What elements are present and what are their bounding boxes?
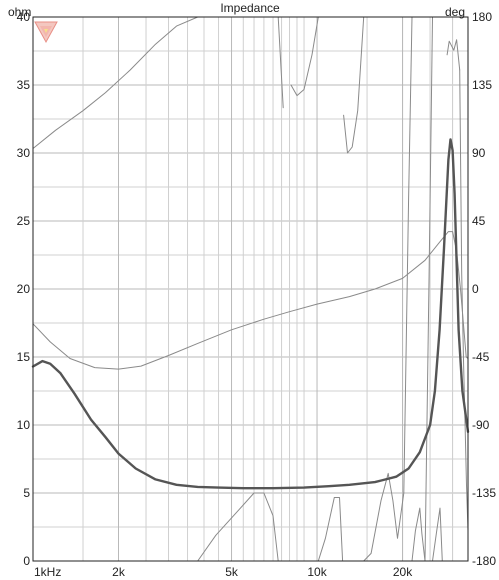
- y-right-tick-label: -45: [472, 350, 490, 364]
- magnitude-line: [31, 138, 470, 490]
- y-right-tick-label: -180: [472, 554, 496, 568]
- y-left-tick-label: 25: [17, 214, 31, 228]
- y-right-tick-label: 0: [472, 282, 479, 296]
- y-left-tick-label: 0: [23, 554, 30, 568]
- phase-wrapped-segment: [459, 69, 469, 532]
- phase-wrapped-segment: [290, 16, 319, 97]
- y-left-tick-label: 5: [23, 486, 30, 500]
- x-tick-label: 1kHz: [34, 565, 61, 579]
- phase-wrapped-segment: [446, 39, 461, 71]
- y-left-tick-label: 35: [17, 78, 31, 92]
- chart-title: Impedance: [220, 1, 280, 15]
- phase-wrapped-segment: [197, 492, 279, 562]
- phase-wrapped-segment: [363, 472, 405, 562]
- phase-wrapped-segment: [343, 16, 365, 154]
- left-axis-unit: ohm: [8, 5, 31, 19]
- x-tick-label: 2k: [112, 565, 126, 579]
- phase-wrapped-segment: [277, 16, 284, 109]
- right-axis-unit: deg: [445, 5, 465, 19]
- series: [31, 16, 470, 562]
- y-left-tick-label: 40: [17, 10, 31, 24]
- x-tick-label: 10k: [307, 565, 327, 579]
- phase-wrapped-segment: [32, 16, 199, 149]
- plot-border: [32, 16, 469, 562]
- x-tick-label: 20k: [393, 565, 413, 579]
- y-right-tick-label: 135: [472, 78, 492, 92]
- phase-wrapped-segment: [317, 497, 344, 562]
- y-left-tick-label: 30: [17, 146, 31, 160]
- logo-graphic: [34, 21, 58, 44]
- y-right-tick-label: -135: [472, 486, 496, 500]
- phase-wrapped-segment: [424, 16, 433, 562]
- phase-wrapped-segment: [411, 507, 426, 562]
- y-right-tick-label: -90: [472, 418, 490, 432]
- y-left-tick-label: 20: [17, 282, 31, 296]
- tick-labels: 0 5 10 15 20 25 30 35 40 -180 -135 -90 -45 0 45 90 135 18…: [17, 10, 497, 579]
- grid: [32, 16, 468, 562]
- x-tick-label: 5k: [225, 565, 239, 579]
- y-left-tick-label: 10: [17, 418, 31, 432]
- y-right-tick-label: 45: [472, 214, 486, 228]
- y-left-tick-label: 15: [17, 350, 31, 364]
- phase-wrapped-segment: [432, 507, 443, 562]
- y-right-tick-label: 180: [472, 10, 492, 24]
- phase-wrapped-segment: [403, 16, 413, 494]
- y-right-tick-label: 90: [472, 146, 486, 160]
- logo-icon: [33, 18, 59, 44]
